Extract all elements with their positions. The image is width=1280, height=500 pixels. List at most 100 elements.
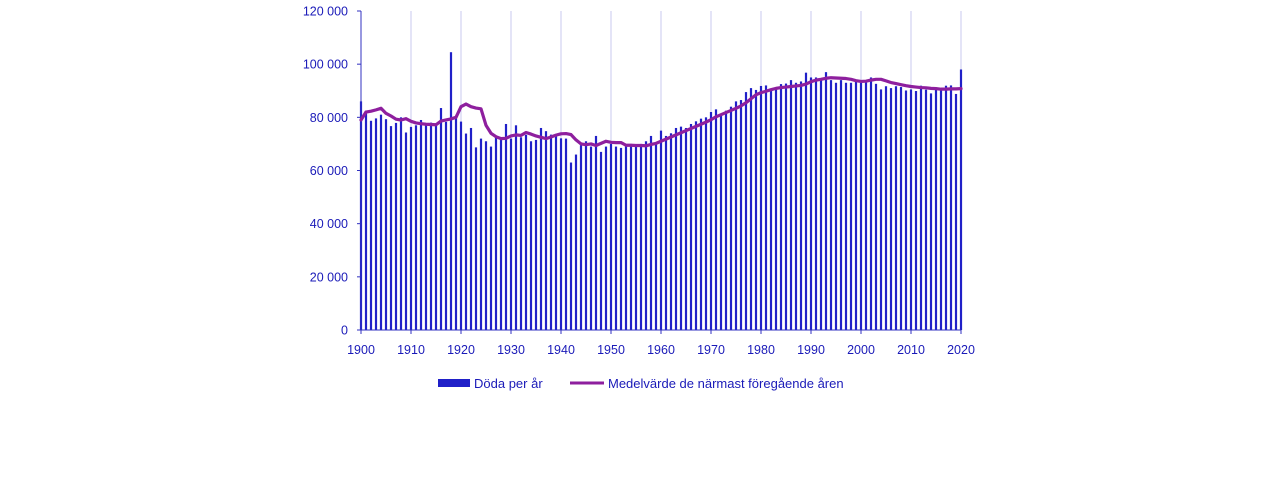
bar-1940	[559, 138, 563, 330]
bar-1985	[784, 83, 788, 330]
bar-1975	[734, 101, 738, 330]
bar-2005	[884, 86, 888, 330]
bar-1923	[474, 147, 478, 330]
bar-2010	[909, 89, 913, 330]
y-tick-label: 100 000	[303, 58, 348, 72]
bar-1973	[724, 110, 728, 330]
bar-1983	[774, 88, 778, 331]
x-tick-label: 1970	[697, 343, 725, 357]
y-tick-label: 120 000	[303, 5, 348, 19]
bar-1942	[569, 162, 573, 330]
bar-1937	[544, 131, 548, 330]
bar-1935	[534, 139, 538, 330]
bar-1944	[579, 145, 583, 330]
bar-1960	[659, 130, 663, 331]
x-tick-label: 1990	[797, 343, 825, 357]
bar-1992	[819, 78, 823, 330]
bar-1949	[604, 146, 608, 330]
bar-1933	[524, 134, 528, 330]
bar-1903	[374, 118, 378, 331]
bar-1959	[654, 143, 658, 330]
bar-1969	[704, 117, 708, 330]
bar-1984	[779, 84, 783, 330]
bar-2000	[859, 82, 863, 330]
bar-1946	[589, 146, 593, 330]
bar-1907	[394, 122, 398, 330]
y-tick-label: 60 000	[310, 164, 348, 178]
bar-1986	[789, 80, 793, 331]
bar-1980	[759, 85, 763, 330]
bar-2011	[914, 91, 918, 331]
bar-1962	[669, 133, 673, 330]
bar-2014	[929, 93, 933, 330]
bar-1947	[594, 135, 598, 330]
bar-1981	[764, 85, 768, 331]
bar-1914	[429, 122, 433, 331]
bar-1970	[709, 112, 713, 331]
bar-series	[359, 52, 963, 331]
y-axis-ticks: 0 20 000 40 000 60 000 80 000 100 000 120 000	[303, 5, 361, 338]
bar-1956	[639, 143, 643, 330]
legend-line-label: Medelvärde de närmast föregående åren	[608, 376, 844, 391]
bar-1952	[619, 147, 623, 330]
bar-1915	[434, 124, 438, 330]
bar-1902	[369, 120, 373, 330]
bar-1971	[714, 109, 718, 330]
bar-1972	[719, 114, 723, 330]
bar-2016	[939, 88, 943, 330]
bar-1978	[749, 88, 753, 330]
bar-2007	[894, 86, 898, 330]
bar-1997	[844, 82, 848, 330]
bar-1958	[649, 135, 653, 330]
bar-2013	[924, 89, 928, 330]
bar-1976	[739, 100, 743, 330]
bar-1999	[854, 80, 858, 331]
bar-1982	[769, 89, 773, 330]
x-tick-label: 1940	[547, 343, 575, 357]
bar-2008	[899, 87, 903, 330]
bar-2019	[954, 93, 958, 330]
bar-1931	[514, 125, 518, 330]
line-series	[359, 76, 963, 148]
bar-1989	[804, 72, 808, 331]
bar-1908	[399, 117, 403, 330]
bar-1927	[494, 137, 498, 330]
bar-1954	[629, 143, 633, 330]
bar-1922	[469, 127, 473, 330]
bar-2006	[889, 88, 893, 330]
bar-1948	[599, 151, 603, 330]
bar-1901	[364, 110, 368, 330]
bar-1918	[449, 52, 453, 330]
bar-1939	[554, 135, 558, 330]
bar-1941	[564, 138, 568, 330]
bar-1951	[614, 146, 618, 330]
bar-2015	[934, 88, 938, 330]
bar-1965	[684, 127, 688, 330]
y-tick-label: 20 000	[310, 270, 348, 284]
bar-2018	[949, 85, 953, 331]
bar-1904	[379, 114, 383, 330]
bar-1988	[799, 81, 803, 330]
bar-1994	[829, 80, 833, 331]
bar-1974	[729, 106, 733, 330]
bar-2020	[959, 69, 963, 330]
bar-1963	[674, 127, 678, 330]
bar-1913	[424, 125, 428, 330]
bar-1967	[694, 121, 698, 330]
bar-1950	[609, 143, 613, 330]
bar-1938	[549, 134, 553, 330]
bar-1964	[679, 126, 683, 330]
bar-1905	[384, 119, 388, 330]
bar-1917	[444, 121, 448, 330]
average-line	[359, 76, 963, 148]
y-tick-label: 80 000	[310, 111, 348, 125]
x-tick-label: 1930	[497, 343, 525, 357]
bar-1925	[484, 141, 488, 330]
bar-1943	[574, 154, 578, 330]
bar-2002	[869, 77, 873, 331]
bar-2001	[864, 81, 868, 330]
bar-1961	[664, 135, 668, 330]
bar-1995	[834, 82, 838, 330]
bar-1953	[624, 145, 628, 330]
